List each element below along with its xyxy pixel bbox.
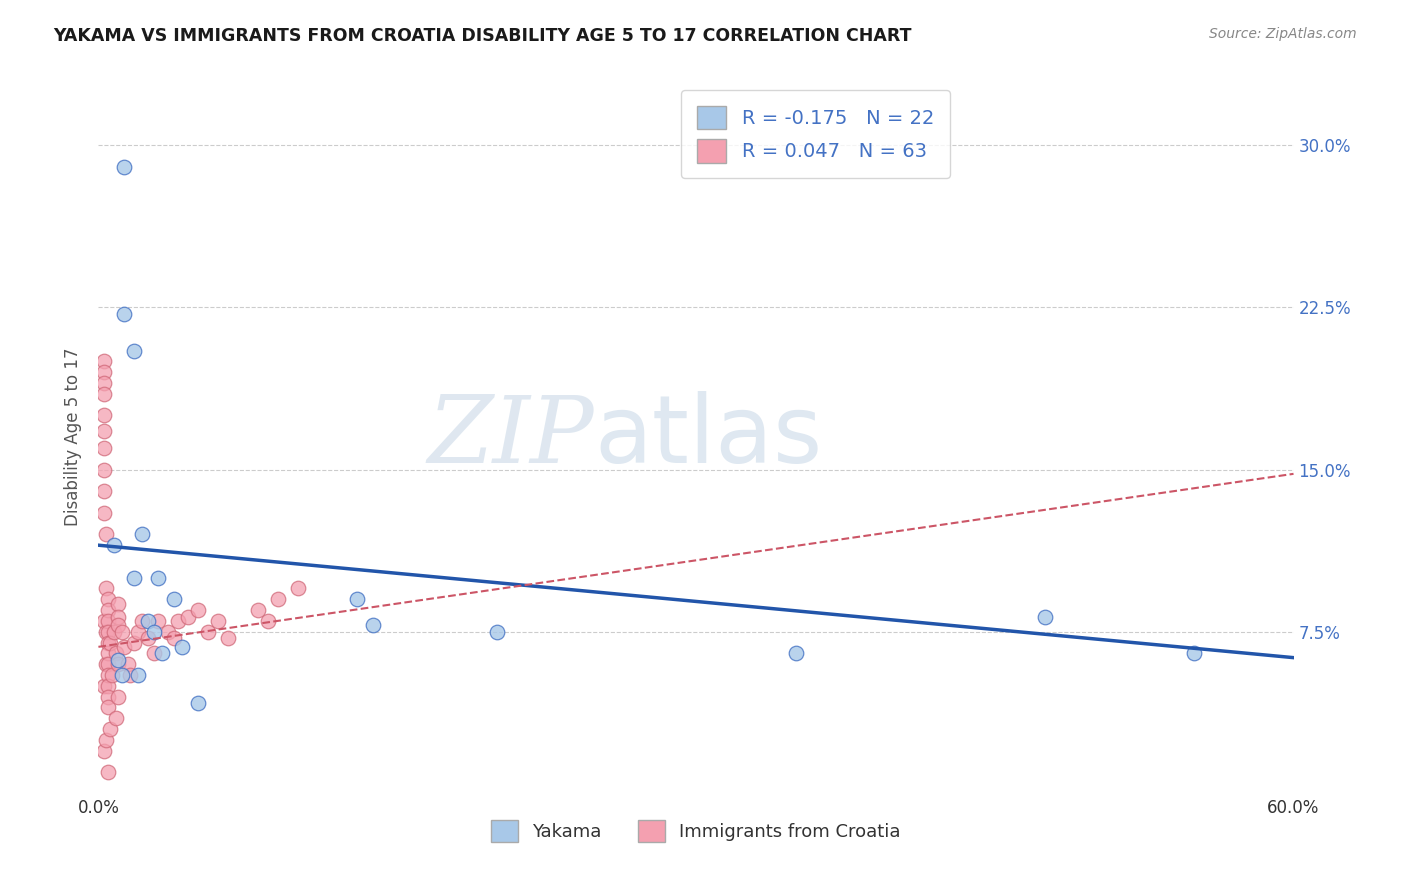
Point: [97, 614, 120, 628]
Point: [93, 387, 115, 401]
Point: [246, 603, 269, 617]
Point: [124, 343, 146, 358]
Point: [363, 618, 385, 632]
Point: [97, 700, 120, 714]
Point: [98, 635, 122, 649]
Point: [107, 618, 129, 632]
Point: [124, 635, 146, 649]
Point: [150, 646, 173, 660]
Point: [107, 597, 129, 611]
Point: [148, 614, 170, 628]
Text: atlas: atlas: [595, 391, 823, 483]
Point: [93, 354, 115, 368]
Point: [187, 696, 209, 710]
Point: [256, 614, 278, 628]
Point: [346, 592, 368, 607]
Point: [136, 631, 159, 645]
Point: [97, 603, 120, 617]
Point: [101, 668, 124, 682]
Point: [117, 657, 139, 672]
Point: [96, 582, 118, 596]
Point: [131, 527, 153, 541]
Point: [97, 765, 120, 780]
Text: YAKAMA VS IMMIGRANTS FROM CROATIA DISABILITY AGE 5 TO 17 CORRELATION CHART: YAKAMA VS IMMIGRANTS FROM CROATIA DISABI…: [53, 27, 912, 45]
Point: [93, 679, 115, 693]
Point: [96, 657, 118, 672]
Point: [93, 409, 115, 423]
Point: [112, 640, 135, 654]
Point: [124, 571, 146, 585]
Point: [93, 506, 115, 520]
Point: [143, 646, 166, 660]
Point: [103, 538, 125, 552]
Point: [97, 624, 120, 639]
Point: [127, 624, 149, 639]
Point: [97, 657, 120, 672]
Point: [93, 744, 115, 758]
Point: [105, 711, 128, 725]
Point: [172, 640, 194, 654]
Point: [96, 527, 118, 541]
Y-axis label: Disability Age 5 to 17: Disability Age 5 to 17: [65, 348, 83, 526]
Legend: Yakama, Immigrants from Croatia: Yakama, Immigrants from Croatia: [484, 813, 908, 849]
Point: [97, 635, 120, 649]
Point: [485, 624, 508, 639]
Point: [96, 624, 118, 639]
Point: [207, 614, 229, 628]
Point: [112, 307, 135, 321]
Point: [96, 732, 118, 747]
Point: [112, 160, 135, 174]
Point: [131, 614, 153, 628]
Point: [187, 603, 209, 617]
Point: [107, 609, 129, 624]
Point: [93, 424, 115, 438]
Point: [107, 657, 129, 672]
Point: [163, 592, 186, 607]
Point: [143, 624, 166, 639]
Point: [1033, 609, 1056, 624]
Point: [97, 679, 120, 693]
Point: [97, 668, 120, 682]
Point: [111, 624, 134, 639]
Point: [93, 441, 115, 455]
Text: ZIP: ZIP: [427, 392, 595, 482]
Point: [111, 668, 134, 682]
Point: [93, 376, 115, 390]
Point: [93, 365, 115, 379]
Point: [105, 646, 128, 660]
Point: [97, 592, 120, 607]
Point: [93, 462, 115, 476]
Point: [287, 582, 309, 596]
Point: [785, 646, 807, 660]
Point: [97, 646, 120, 660]
Point: [107, 690, 129, 704]
Point: [167, 614, 190, 628]
Point: [93, 484, 115, 499]
Point: [107, 653, 129, 667]
Point: [148, 571, 170, 585]
Point: [157, 624, 180, 639]
Text: Source: ZipAtlas.com: Source: ZipAtlas.com: [1209, 27, 1357, 41]
Point: [163, 631, 186, 645]
Point: [177, 609, 200, 624]
Point: [93, 614, 115, 628]
Point: [127, 668, 149, 682]
Point: [136, 614, 159, 628]
Point: [120, 668, 142, 682]
Point: [1182, 646, 1205, 660]
Point: [217, 631, 239, 645]
Point: [197, 624, 219, 639]
Point: [98, 722, 122, 736]
Point: [97, 690, 120, 704]
Point: [267, 592, 290, 607]
Point: [103, 624, 125, 639]
